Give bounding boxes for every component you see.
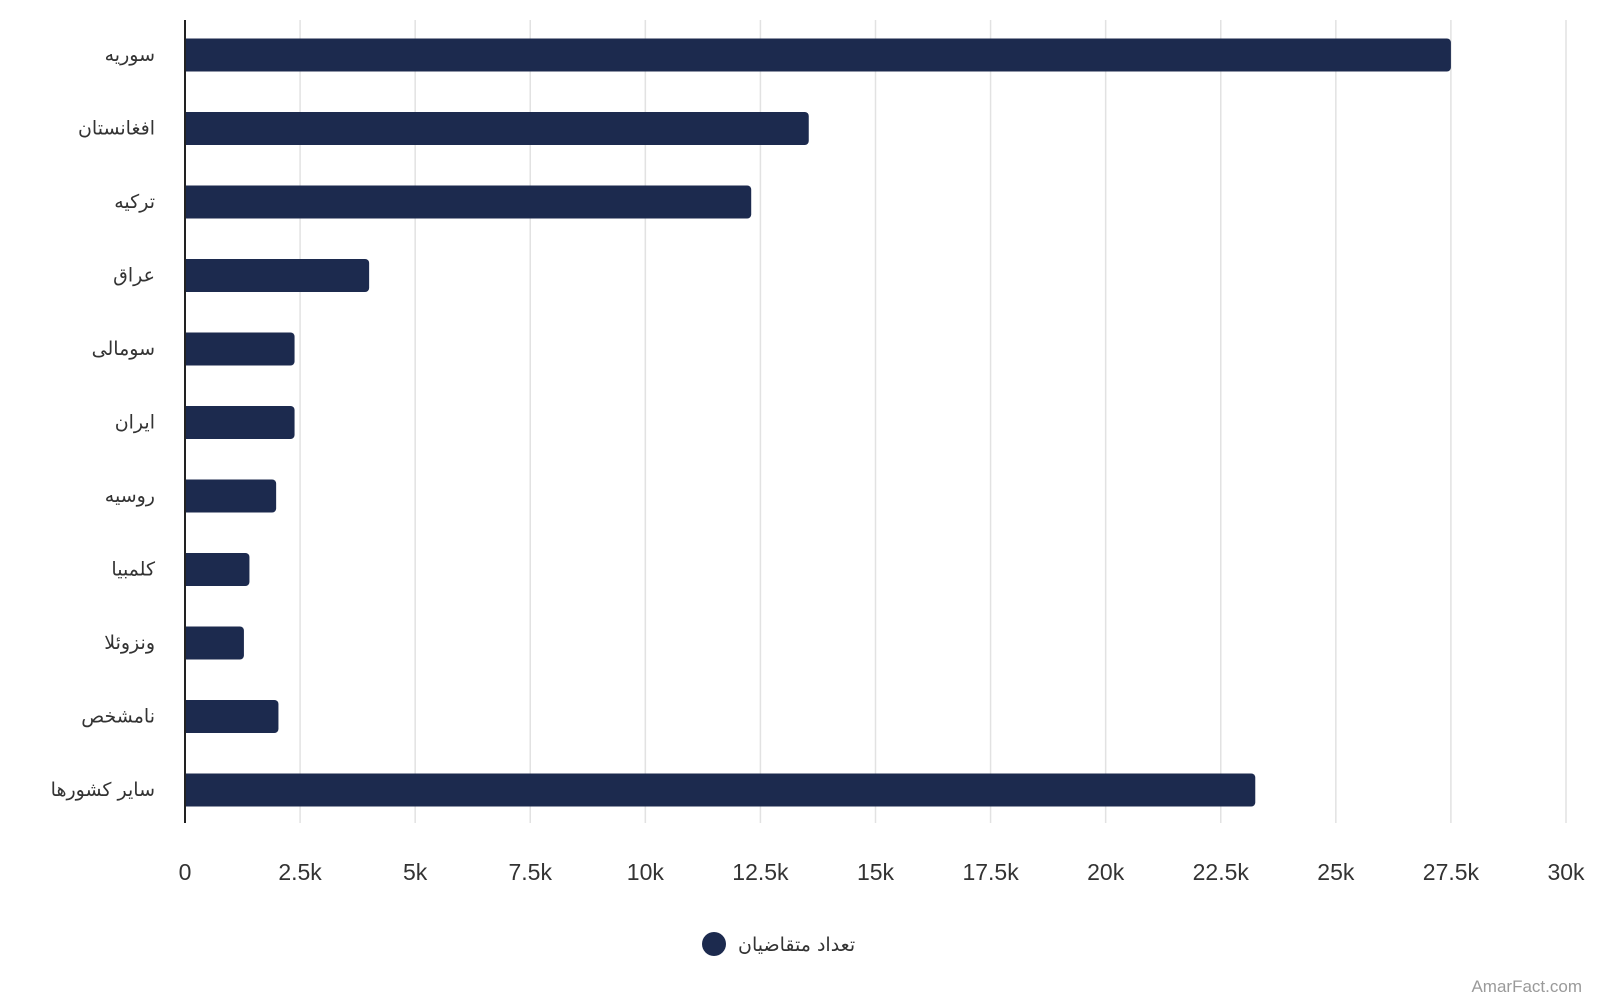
bar-left-edge <box>185 700 191 733</box>
bars <box>185 38 1451 807</box>
legend[interactable]: تعداد متقاضیان <box>702 932 855 956</box>
x-tick-label: 15k <box>857 859 895 885</box>
bar[interactable] <box>185 185 752 219</box>
x-tick-label: 17.5k <box>962 859 1019 885</box>
bar[interactable] <box>185 259 370 292</box>
bar-left-edge <box>185 38 191 72</box>
bar-left-edge <box>185 332 191 366</box>
watermark: AmarFact.com <box>1471 977 1582 996</box>
x-tick-label: 10k <box>627 859 665 885</box>
x-tick-label: 20k <box>1087 859 1125 885</box>
category-label: سومالی <box>92 338 155 360</box>
x-tick-label: 5k <box>403 859 428 885</box>
category-label: ایران <box>115 412 155 434</box>
bar[interactable] <box>185 332 295 366</box>
legend-label: تعداد متقاضیان <box>738 934 855 956</box>
category-label: ونزوئلا <box>104 632 155 654</box>
bar-left-edge <box>185 185 191 219</box>
bar[interactable] <box>185 553 250 586</box>
x-tick-label: 27.5k <box>1423 859 1480 885</box>
bar[interactable] <box>185 700 279 733</box>
x-tick-label: 0 <box>179 859 192 885</box>
bar[interactable] <box>185 773 1256 807</box>
bar[interactable] <box>185 112 809 145</box>
bar-left-edge <box>185 479 191 513</box>
bar[interactable] <box>185 479 277 513</box>
bar-left-edge <box>185 553 191 586</box>
x-tick-labels: 0 2.5k 5k 7.5k 10k 12.5k 15k 17.5k 20k 22.5k 25k 27… <box>179 859 1585 885</box>
bar-left-edge <box>185 626 191 660</box>
grid-lines <box>299 20 1567 823</box>
category-label: سایر کشورها <box>51 779 155 801</box>
bar-left-edge <box>185 112 191 145</box>
category-label: عراق <box>113 265 155 287</box>
x-tick-label: 2.5k <box>278 859 322 885</box>
category-label: کلمبیا <box>111 559 156 581</box>
bar-left-edge <box>185 259 191 292</box>
x-tick-label: 7.5k <box>509 859 553 885</box>
x-tick-label: 22.5k <box>1193 859 1250 885</box>
bar[interactable] <box>185 406 295 439</box>
bar-left-edge <box>185 773 191 807</box>
category-label: سوریه <box>105 44 155 66</box>
x-tick-label: 25k <box>1317 859 1355 885</box>
category-labels: سوریه افغانستان ترکیه عراق سومالی ایران روسیه ک… <box>51 44 156 801</box>
bar[interactable] <box>185 38 1451 72</box>
bar[interactable] <box>185 626 244 660</box>
category-label: افغانستان <box>78 118 155 140</box>
category-label: نامشخص <box>81 706 155 728</box>
category-label: روسیه <box>105 485 155 507</box>
category-label: ترکیه <box>114 191 155 213</box>
bar-left-edge <box>185 406 191 439</box>
legend-marker <box>702 932 726 956</box>
x-tick-label: 30k <box>1547 859 1585 885</box>
x-tick-label: 12.5k <box>732 859 789 885</box>
